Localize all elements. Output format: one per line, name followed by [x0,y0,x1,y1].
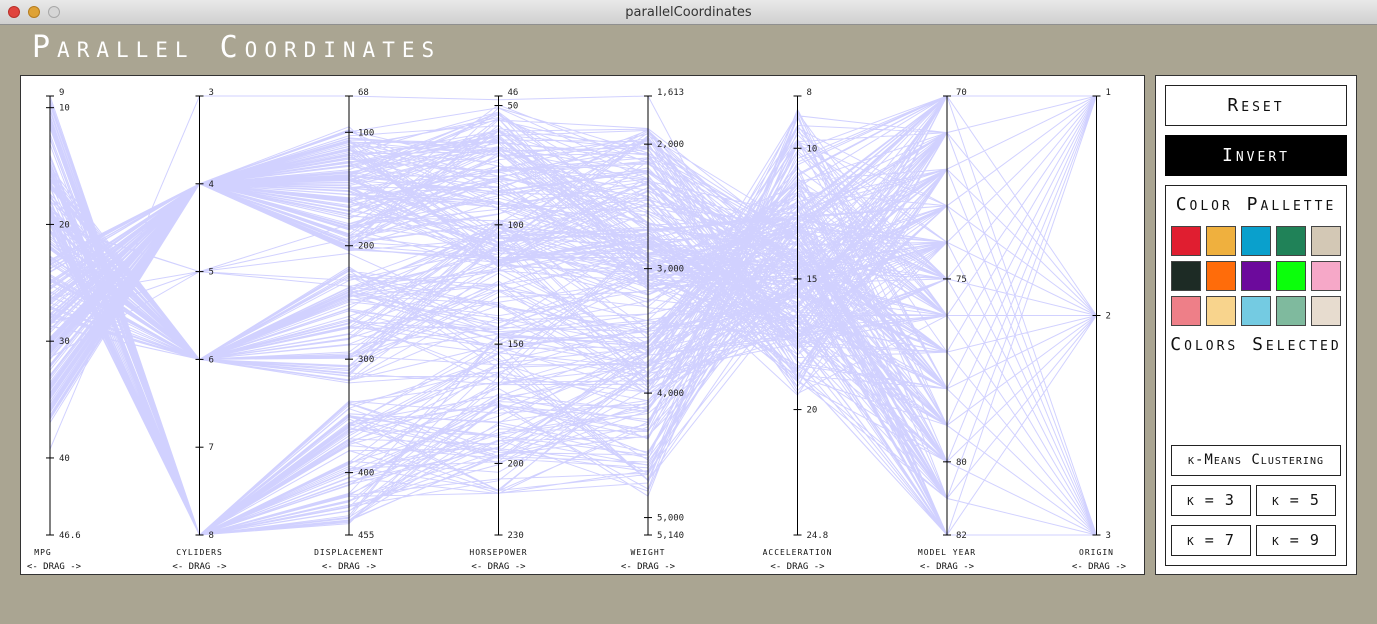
axis-name: MODEL YEAR [918,548,976,557]
axis-drag-handle[interactable]: <- DRAG -> [172,562,227,572]
invert-button[interactable]: Invert [1165,135,1347,176]
axis-tick-label: 3 [209,88,214,98]
color-swatch[interactable] [1171,261,1201,291]
axis-tick-label: 46 [508,88,519,98]
axis-tick-label: 30 [59,337,70,347]
axis-tick-label: 82 [956,531,967,541]
axis-tick-label: 100 [358,128,374,138]
axis-tick-label: 70 [956,88,967,98]
axis-tick-label: 75 [956,275,967,285]
close-window-button[interactable] [8,6,20,18]
kmeans-clustering-button[interactable]: k-Means Clustering [1171,445,1341,476]
axis-tick-label: 8 [807,88,812,98]
axis-drag-handle[interactable]: <- DRAG -> [27,562,82,572]
axis-name: ORIGIN [1079,548,1114,557]
axis-tick-label: 24.8 [807,531,829,541]
k3-button[interactable]: k = 3 [1171,485,1251,516]
axis-tick-label: 68 [358,88,369,98]
axis-tick-label: 5,000 [657,514,684,524]
axis-name: DISPLACEMENT [314,548,384,557]
color-swatch[interactable] [1276,261,1306,291]
k7-button[interactable]: k = 7 [1171,525,1251,556]
axis-tick-label: 455 [358,531,374,541]
color-swatch[interactable] [1311,261,1341,291]
axis-tick-label: 2 [1106,312,1111,322]
axis-tick-label: 3 [1106,531,1111,541]
axis-tick-label: 400 [358,469,374,479]
color-swatch[interactable] [1311,226,1341,256]
color-swatch[interactable] [1241,261,1271,291]
axis-tick-label: 2,000 [657,140,684,150]
color-swatch[interactable] [1171,226,1201,256]
axis-drag-handle[interactable]: <- DRAG -> [322,562,377,572]
color-swatch[interactable] [1311,296,1341,326]
color-swatch[interactable] [1206,226,1236,256]
palette-title: Color Pallette [1175,194,1337,215]
color-palette-panel: Color Pallette Colors Selected k-Means C… [1165,185,1347,566]
axis-tick-label: 6 [209,355,214,365]
axis-tick-label: 100 [508,221,524,231]
axis-drag-handle[interactable]: <- DRAG -> [471,562,526,572]
axis-name: WEIGHT [631,548,666,557]
axis-tick-label: 230 [508,531,524,541]
control-panel: Reset Invert Color Pallette Colors Selec… [1155,75,1357,575]
axis-tick-label: 5,140 [657,531,684,541]
axis-drag-handle[interactable]: <- DRAG -> [920,562,975,572]
color-swatch[interactable] [1276,226,1306,256]
reset-button[interactable]: Reset [1165,85,1347,126]
color-swatch[interactable] [1206,261,1236,291]
axis-tick-label: 3,000 [657,265,684,275]
app-title: Parallel Coordinates [32,30,442,65]
axis-tick-label: 9 [59,88,64,98]
axis-tick-label: 4,000 [657,389,684,399]
axis-tick-label: 1 [1106,88,1111,98]
axis-tick-label: 80 [956,458,967,468]
plot-canvas[interactable]: 9 10 20 30 40 46.6 MPG <- DRAG -> 3 4 5 6 7 8 CYLIDERS… [21,76,1144,574]
axis-drag-handle[interactable]: <- DRAG -> [770,562,825,572]
axis-tick-label: 20 [807,406,818,416]
color-swatch[interactable] [1241,226,1271,256]
axis-tick-label: 10 [807,144,818,154]
axis-tick-label: 10 [59,104,70,114]
axis-tick-label: 46.6 [59,531,81,541]
axis-tick-label: 200 [508,459,524,469]
axis-tick-label: 8 [209,531,214,541]
axis-name: ACCELERATION [763,548,833,557]
axis-name: CYLIDERS [176,548,223,557]
axis-tick-label: 200 [358,242,374,252]
axis-tick-label: 150 [508,340,524,350]
k5-button[interactable]: k = 5 [1256,485,1336,516]
axis-tick-label: 5 [209,268,214,278]
axis-tick-label: 15 [807,275,818,285]
axis-drag-handle[interactable]: <- DRAG -> [1072,562,1127,572]
axes: 9 10 20 30 40 46.6 MPG <- DRAG -> 3 4 5 6 7 8 CYLIDERS… [27,88,1127,572]
axis-name: MPG [34,548,51,557]
axis-drag-handle[interactable]: <- DRAG -> [621,562,676,572]
axis-tick-label: 300 [358,355,374,365]
maximize-window-button[interactable] [48,6,60,18]
colors-selected-title: Colors Selected [1170,334,1342,355]
color-swatch[interactable] [1276,296,1306,326]
minimize-window-button[interactable] [28,6,40,18]
axis-tick-label: 1,613 [657,88,684,98]
parallel-coordinates-plot[interactable]: 9 10 20 30 40 46.6 MPG <- DRAG -> 3 4 5 6 7 8 CYLIDERS… [20,75,1145,575]
data-lines [49,94,1097,537]
data-polylines [49,94,1097,537]
axis-tick-label: 50 [508,102,519,112]
color-swatch[interactable] [1241,296,1271,326]
k9-button[interactable]: k = 9 [1256,525,1336,556]
window-titlebar: parallelCoordinates [0,0,1377,25]
axis-name: HORSEPOWER [469,548,527,557]
axis-tick-label: 4 [209,180,214,190]
color-swatch[interactable] [1171,296,1201,326]
axis-tick-label: 40 [59,454,70,464]
color-swatch[interactable] [1206,296,1236,326]
axis-tick-label: 20 [59,220,70,230]
window-title: parallelCoordinates [625,5,752,20]
axis-tick-label: 7 [209,443,214,453]
